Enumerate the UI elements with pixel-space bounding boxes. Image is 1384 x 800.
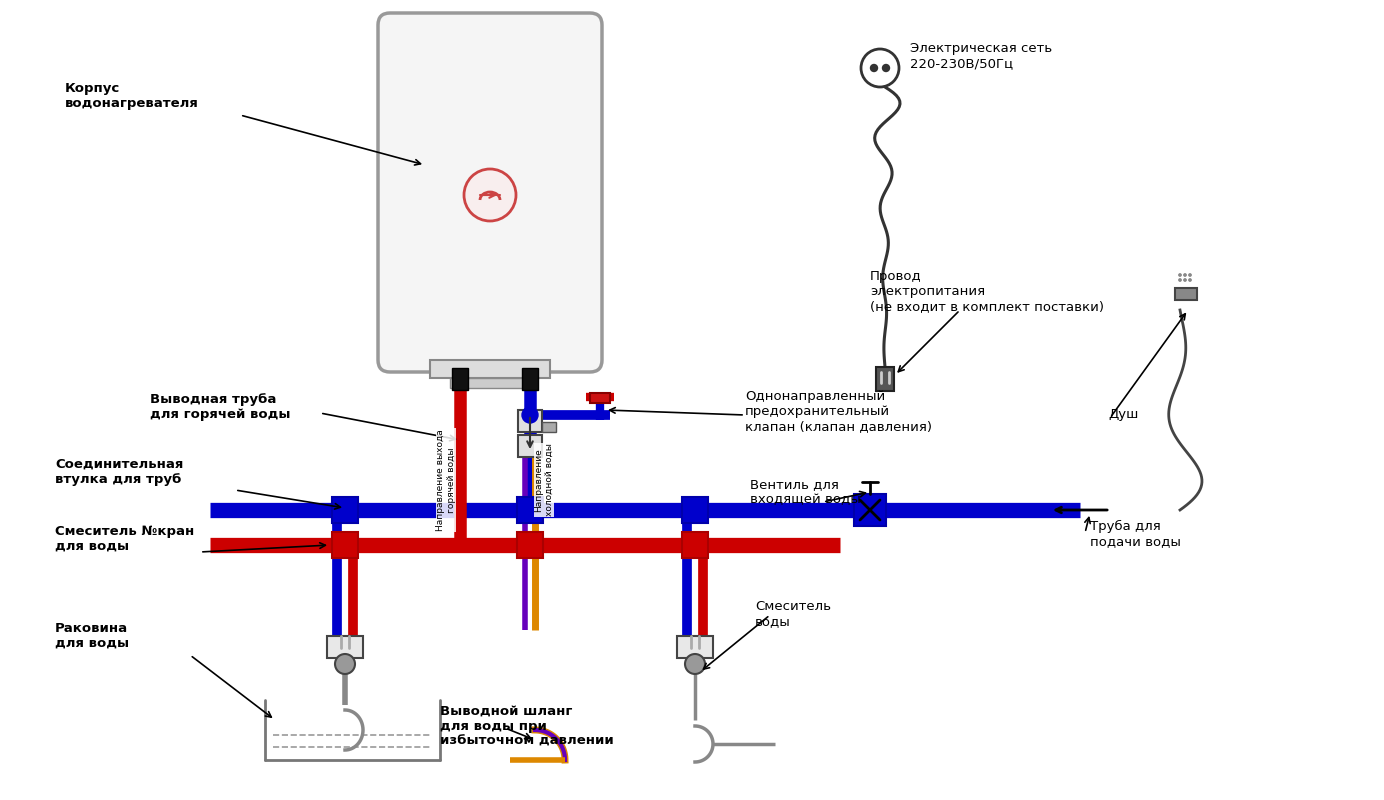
Circle shape (1183, 278, 1186, 282)
Text: Электрическая сеть
220-230В/50Гц: Электрическая сеть 220-230В/50Гц (911, 42, 1052, 70)
Bar (453, 368, 468, 390)
Text: Душ: Душ (1109, 408, 1139, 421)
Bar (677, 636, 713, 658)
Bar (682, 497, 709, 523)
Circle shape (871, 65, 877, 71)
Text: Провод
электропитания
(не входит в комплект поставки): Провод электропитания (не входит в компл… (871, 270, 1104, 313)
Text: Выводная труба
для горячей воды: Выводная труба для горячей воды (149, 393, 291, 421)
Text: Однонаправленный
предохранительный
клапан (клапан давления): Однонаправленный предохранительный клапа… (745, 390, 931, 433)
Circle shape (1179, 278, 1182, 282)
Text: Смеситель
воды: Смеситель воды (756, 600, 830, 628)
Circle shape (685, 654, 704, 674)
Bar (332, 532, 358, 558)
Bar (522, 368, 538, 390)
Bar (332, 497, 358, 523)
Circle shape (335, 654, 356, 674)
Bar (327, 636, 363, 658)
Circle shape (1189, 274, 1192, 277)
Circle shape (1183, 274, 1186, 277)
Text: Корпус
водонагревателя: Корпус водонагревателя (65, 82, 199, 110)
Bar (590, 393, 610, 403)
Circle shape (522, 407, 538, 423)
Bar (518, 410, 543, 432)
Circle shape (861, 49, 900, 87)
FancyBboxPatch shape (378, 13, 602, 372)
Bar (450, 378, 530, 388)
Circle shape (883, 65, 890, 71)
Text: Направление
холодной воды: Направление холодной воды (534, 443, 554, 517)
Circle shape (1189, 278, 1192, 282)
Text: Вентиль для
входящей воды: Вентиль для входящей воды (750, 478, 861, 506)
Bar (682, 532, 709, 558)
Bar (518, 532, 543, 558)
Circle shape (1179, 274, 1182, 277)
Circle shape (464, 169, 516, 221)
Text: Выводной шланг
для воды при
избыточном давлении: Выводной шланг для воды при избыточном д… (440, 705, 613, 748)
Bar (518, 497, 543, 523)
Text: Смеситель №кран
для воды: Смеситель №кран для воды (55, 525, 194, 553)
Bar (876, 367, 894, 391)
Text: Раковина
для воды: Раковина для воды (55, 622, 129, 650)
Bar (430, 360, 549, 378)
Bar (518, 435, 543, 457)
Text: Труба для
подачи воды: Труба для подачи воды (1091, 520, 1181, 548)
Bar (857, 497, 883, 523)
Text: Направление выхода
горячей воды: Направление выхода горячей воды (436, 429, 455, 531)
Text: Соединительная
втулка для труб: Соединительная втулка для труб (55, 458, 183, 486)
Bar (1175, 288, 1197, 300)
Bar (543, 422, 556, 432)
Bar (854, 494, 886, 526)
